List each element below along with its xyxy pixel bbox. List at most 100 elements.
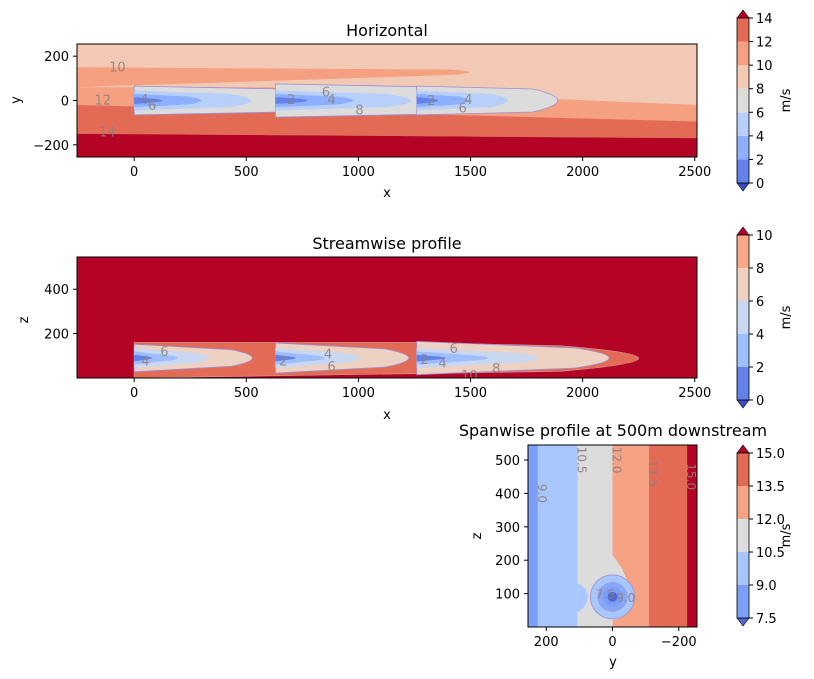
colorbar-tick-label: 4 <box>756 130 764 145</box>
colorbar-extend-min <box>736 617 750 627</box>
colorbar-tick-label: 15.0 <box>756 447 785 462</box>
colorbar-segment <box>737 65 749 89</box>
x-tick-label: 1500 <box>454 165 487 180</box>
y-tick-label: 100 <box>495 588 520 603</box>
colorbar-segment <box>737 453 749 486</box>
wake-2-4-band <box>134 351 178 365</box>
band-10-12-upper <box>77 67 470 88</box>
contour-label: 6 <box>327 360 335 375</box>
spanwise-panel: Spanwise profile at 500m downstream 9.0 1… <box>459 421 794 670</box>
contour-label: 12.0 <box>610 447 624 474</box>
y-tick-label: 400 <box>495 487 520 502</box>
colorbar-extend-min <box>736 399 750 409</box>
colorbar-tick-label: 0 <box>756 177 764 192</box>
x-tick-label: −200 <box>661 635 697 650</box>
colorbar-segment <box>737 268 749 301</box>
colorbar-segment <box>737 367 749 400</box>
contour-label: 6 <box>459 101 467 116</box>
contour-label: 12 <box>95 94 112 109</box>
spanwise-x-label: y <box>609 655 617 670</box>
horizontal-colorbar: 0 2 4 6 8 10 12 14 m/s <box>736 9 794 192</box>
spanwise-band <box>537 445 578 627</box>
x-tick-label: 1500 <box>454 386 487 401</box>
spanwise-contour-labels: 9.010.5 12.0 13.5 15.07.5 9.0 <box>535 447 697 605</box>
contour-label: 9.0 <box>535 484 549 503</box>
colorbar-segment <box>737 235 749 268</box>
streamwise-y-ticks: 400 200 <box>44 283 77 343</box>
colorbar-frame <box>736 452 750 619</box>
spanwise-contour-field: 9.010.5 12.0 13.5 15.07.5 9.0 <box>528 445 697 627</box>
x-tick-label: 0 <box>130 386 138 401</box>
contour-label: 4 <box>324 348 332 363</box>
colorbar-extend-max <box>736 226 750 236</box>
x-tick-label: 2500 <box>678 165 711 180</box>
colorbar-frame <box>736 234 750 401</box>
contour-label: 4 <box>464 93 472 108</box>
colorbar-segment <box>737 334 749 367</box>
streamwise-title: Streamwise profile <box>312 234 461 253</box>
colorbar-segment <box>737 159 749 183</box>
contour-label: 6 <box>450 342 458 357</box>
wake-0-2-band <box>416 354 447 362</box>
spanwise-band <box>687 445 697 627</box>
wake-2-band <box>416 96 439 105</box>
wake-4-band <box>275 93 354 108</box>
contour-label: 8 <box>492 362 500 377</box>
streamwise-axes-frame <box>76 256 698 379</box>
contour-label: 13.5 <box>646 460 660 487</box>
wake-4-band <box>416 93 469 108</box>
contour-label: 10 <box>109 60 126 75</box>
colorbar-segment <box>737 88 749 113</box>
colorbar-segment <box>737 18 749 42</box>
y-tick-label: 0 <box>61 95 69 110</box>
colorbar-segment <box>737 519 749 552</box>
y-tick-label: 500 <box>495 454 520 469</box>
colorbar-tick-label: 6 <box>756 295 764 310</box>
colorbar-segment <box>737 301 749 334</box>
colorbar-tick-label: 0 <box>756 394 764 409</box>
x-tick-label: 0 <box>608 635 616 650</box>
x-tick-label: 500 <box>234 165 259 180</box>
wake-2-4-band <box>416 351 489 365</box>
colorbar-segment <box>737 41 749 66</box>
x-tick-label: 1000 <box>342 165 375 180</box>
spanwise-y-label: z <box>470 532 485 539</box>
horizontal-x-ticks: 0 500 1000 1500 2000 2500 <box>130 157 711 180</box>
x-tick-label: 200 <box>534 635 559 650</box>
colorbar-segment <box>737 552 749 585</box>
colorbar-tick-label: 2 <box>756 153 764 168</box>
contour-label: 6 <box>148 99 156 114</box>
spanwise-colorbar: 7.5 9.0 10.5 12.0 13.5 15.0 m/s <box>736 444 794 627</box>
colorbar-tick-label: 12.0 <box>756 513 785 528</box>
colorbar-segment <box>737 112 749 136</box>
band-14-plus <box>77 133 697 157</box>
wake-0-2-band <box>275 354 296 362</box>
spanwise-x-ticks: 200 0 −200 <box>534 627 697 650</box>
x-tick-label: 500 <box>234 386 259 401</box>
streamwise-colorbar: 0 2 4 6 8 10 m/s <box>736 226 794 409</box>
contour-label: 6 <box>322 86 330 101</box>
colorbar-extend-min <box>736 182 750 192</box>
colorbar-tick-label: 7.5 <box>756 612 777 627</box>
colorbar-tick-label: 8 <box>756 262 764 277</box>
contour-label: 8 <box>355 103 363 118</box>
spanwise-band <box>648 445 688 627</box>
colorbar-tick-label: 10.5 <box>756 546 785 561</box>
contour-label: 4 <box>141 354 149 369</box>
contour-label: 4 <box>438 357 446 372</box>
colorbar-tick-label: 8 <box>756 83 764 98</box>
spanwise-y-ticks: 500 400 300 200 100 <box>495 454 528 603</box>
wake-2-band <box>134 96 162 105</box>
colorbar-label: m/s <box>779 88 794 112</box>
wake-2-band <box>275 96 308 105</box>
contour-label: 9.0 <box>616 591 635 605</box>
colorbar-tick-label: 2 <box>756 361 764 376</box>
horizontal-y-ticks: 200 0 −200 <box>33 50 77 154</box>
streamwise-x-ticks: 0 500 1000 1500 2000 2500 <box>130 378 711 401</box>
colorbar-label: m/s <box>779 305 794 329</box>
